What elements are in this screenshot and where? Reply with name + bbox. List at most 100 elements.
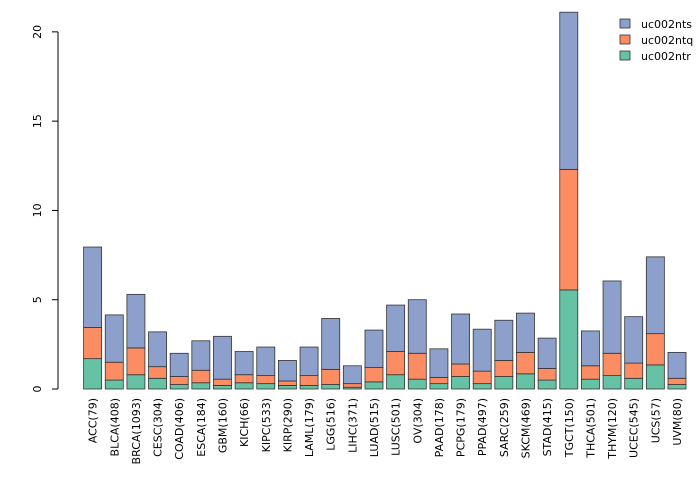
- bar-uc002ntq: [83, 326, 103, 360]
- x-tick-label: BLCA(408): [108, 398, 121, 456]
- x-tick-label: LIHC(371): [346, 398, 359, 453]
- bar-uc002nts: [429, 348, 449, 378]
- x-tick-label: KIPC(533): [260, 398, 273, 452]
- bar-uc002nts: [667, 351, 687, 379]
- bar-uc002ntr: [169, 384, 189, 390]
- bar-uc002nts: [364, 329, 384, 368]
- bar-uc002ntq: [342, 383, 362, 388]
- y-tick-label: 20: [31, 25, 44, 39]
- x-tick-labels: ACC(79) BLCA(408) BRCA(1093) CESC(304) COAD(…: [87, 398, 684, 464]
- bar-uc002ntq: [559, 168, 579, 291]
- bar-uc002ntq: [277, 380, 297, 386]
- bar-uc002ntq: [386, 351, 406, 376]
- x-tick-label: PCPG(179): [455, 398, 468, 457]
- bar-uc002nts: [148, 331, 167, 368]
- bar-uc002ntq: [321, 368, 341, 385]
- x-tick-label: OV(304): [411, 398, 424, 444]
- x-tick-label: CESC(304): [152, 398, 165, 457]
- legend: uc002nts uc002ntq uc002ntr: [619, 18, 693, 63]
- bar-uc002nts: [494, 319, 514, 361]
- bar-uc002ntr: [559, 289, 579, 390]
- legend-swatch-uc002ntq: [619, 34, 631, 45]
- x-tick-label: SKCM(469): [519, 398, 532, 458]
- bar-uc002ntr: [191, 382, 211, 390]
- bar-uc002nts: [451, 313, 470, 365]
- x-tick-label: LAML(179): [303, 398, 316, 457]
- bar-uc002ntr: [581, 378, 600, 390]
- bar-uc002nts: [559, 11, 579, 170]
- x-tick-label: UVM(80): [671, 398, 684, 446]
- y-axis: 0 5 10 15 20: [31, 25, 59, 393]
- x-tick-label: SARC(259): [498, 398, 511, 457]
- x-tick-label: ESCA(184): [195, 398, 208, 457]
- bar-uc002ntr: [213, 385, 232, 390]
- bar-uc002ntr: [494, 376, 514, 390]
- bar-uc002ntq: [148, 366, 167, 379]
- bar-uc002ntq: [169, 376, 189, 385]
- x-tick-label: LUSC(501): [390, 398, 403, 456]
- y-tick-label: 10: [31, 203, 44, 217]
- bar-uc002ntq: [429, 376, 449, 385]
- legend-swatch-uc002ntr: [619, 50, 631, 61]
- bar-uc002ntq: [602, 352, 622, 377]
- bar-uc002ntr: [299, 385, 319, 390]
- bar-uc002ntr: [83, 358, 103, 390]
- x-tick-label: UCS(57): [649, 398, 662, 443]
- bar-uc002nts: [624, 316, 644, 364]
- x-tick-label: STAD(415): [541, 398, 554, 456]
- bar-uc002ntr: [429, 383, 449, 390]
- bars: [83, 11, 687, 390]
- bar-uc002nts: [342, 365, 362, 385]
- bar-uc002nts: [277, 360, 297, 382]
- bar-uc002ntr: [321, 384, 341, 390]
- x-tick-label: GBM(160): [216, 398, 229, 453]
- x-tick-label: KICH(66): [238, 398, 251, 447]
- bar-uc002ntq: [472, 370, 492, 385]
- bar-uc002ntr: [364, 381, 384, 390]
- bar-uc002ntr: [537, 379, 557, 390]
- bar-uc002nts: [407, 299, 427, 354]
- bar-uc002ntr: [277, 385, 297, 390]
- x-tick-label: LUAD(515): [368, 398, 381, 457]
- bar-uc002ntq: [191, 369, 211, 384]
- bar-uc002ntr: [256, 383, 276, 390]
- bar-uc002ntq: [299, 375, 319, 386]
- bar-uc002nts: [104, 314, 124, 363]
- bar-uc002nts: [602, 280, 622, 354]
- bar-uc002nts: [169, 352, 189, 377]
- bar-uc002nts: [645, 256, 665, 335]
- bar-uc002ntq: [537, 368, 557, 381]
- bar-uc002ntq: [126, 347, 146, 376]
- x-tick-label: ACC(79): [87, 398, 100, 443]
- bar-uc002ntr: [624, 377, 644, 390]
- bar-uc002ntr: [126, 374, 146, 390]
- bar-uc002ntq: [451, 363, 470, 377]
- bar-uc002ntr: [516, 373, 535, 390]
- x-tick-label: PAAD(178): [433, 398, 446, 457]
- bar-uc002ntq: [667, 377, 687, 385]
- bar-uc002ntr: [148, 377, 167, 390]
- x-tick-label: KIRP(290): [281, 398, 294, 452]
- bar-uc002ntr: [667, 384, 687, 390]
- legend-label-uc002ntq: uc002ntq: [641, 34, 693, 47]
- legend-label-uc002nts: uc002nts: [641, 18, 692, 31]
- bar-uc002ntq: [516, 351, 535, 375]
- bar-uc002ntq: [234, 374, 254, 384]
- x-tick-label: PPAD(497): [476, 398, 489, 456]
- x-tick-label: BRCA(1093): [130, 398, 143, 464]
- bar-uc002ntr: [234, 382, 254, 390]
- bar-uc002ntq: [581, 365, 600, 380]
- bar-uc002nts: [299, 346, 319, 377]
- bar-uc002nts: [83, 246, 103, 328]
- bar-uc002ntr: [407, 378, 427, 390]
- bar-uc002nts: [516, 312, 535, 353]
- legend-swatch-uc002nts: [619, 18, 631, 29]
- x-tick-label: COAD(406): [173, 398, 186, 460]
- bar-uc002nts: [213, 335, 232, 380]
- y-tick-label: 15: [31, 114, 44, 128]
- bar-uc002ntr: [472, 383, 492, 390]
- y-tick-label: 0: [31, 386, 44, 393]
- bar-uc002nts: [234, 351, 254, 376]
- bar-uc002nts: [191, 340, 211, 371]
